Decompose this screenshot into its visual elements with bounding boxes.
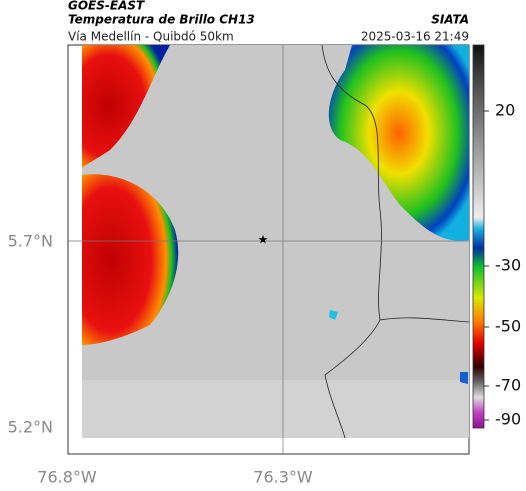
colorbar-tick-label: -50 xyxy=(495,317,521,336)
longitude-label: 76.8°W xyxy=(37,468,97,487)
colorbar xyxy=(472,44,485,429)
cloud-speck xyxy=(329,310,338,320)
satellite-name: GOES-EAST xyxy=(68,0,145,13)
latitude-label: 5.7°N xyxy=(8,232,53,251)
timestamp: 2025-03-16 21:49 xyxy=(361,30,469,44)
border-line xyxy=(321,44,382,439)
product-title: Temperatura de Brillo CH13 xyxy=(68,13,255,27)
location-star: ★ xyxy=(258,233,269,247)
colorbar-tick-label: -70 xyxy=(495,376,521,395)
cloud-mid-left xyxy=(82,174,179,345)
cloud-speck xyxy=(460,372,468,384)
route-label: Vía Medellín - Quibdó 50km xyxy=(68,30,234,44)
source-label: SIATA xyxy=(431,13,469,27)
border-line xyxy=(379,317,470,323)
latitude-label: 5.2°N xyxy=(8,418,53,437)
colorbar-tick-label: 20 xyxy=(495,101,515,120)
colorbar-tick-label: -30 xyxy=(495,256,521,275)
cloud-top-left xyxy=(82,45,170,168)
colorbar-tick-label: -90 xyxy=(495,410,521,429)
cloud-top-right xyxy=(328,45,469,241)
longitude-label: 76.3°W xyxy=(253,468,313,487)
imagery-haze xyxy=(82,380,469,438)
